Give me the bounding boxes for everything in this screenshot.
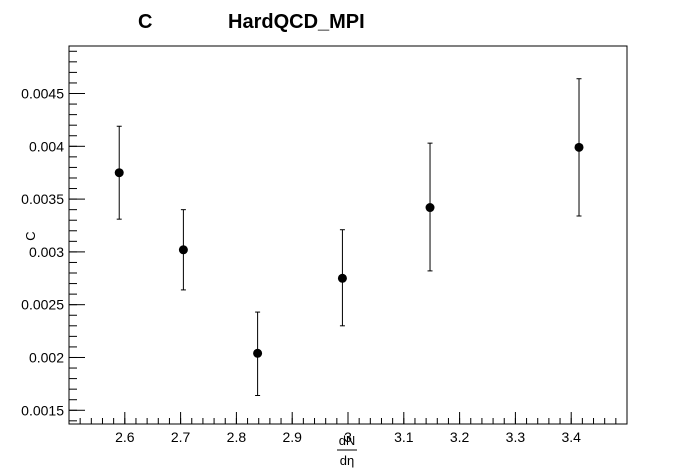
data-points: [114, 78, 584, 396]
x-tick-label: 3.2: [450, 429, 470, 445]
x-tick-label: 3.4: [561, 429, 581, 445]
x-axis-label-denominator: dη: [340, 453, 354, 468]
x-axis-label: dN dη: [337, 433, 357, 468]
data-point-group: [114, 125, 124, 220]
data-point-group: [253, 311, 263, 396]
data-point: [425, 203, 435, 213]
data-point: [574, 142, 584, 152]
x-tick-label: 2.6: [115, 429, 135, 445]
x-tick-label: 3.1: [394, 429, 414, 445]
y-tick-label: 0.0015: [21, 402, 64, 418]
x-tick-label: 3.3: [506, 429, 526, 445]
x-tick-label: 2.7: [171, 429, 191, 445]
x-axis-label-numerator: dN: [339, 433, 356, 448]
chart-title-left: C: [138, 11, 152, 33]
data-point: [253, 348, 263, 358]
data-point-group: [337, 229, 347, 327]
chart-title-right: HardQCD_MPI: [228, 11, 365, 33]
x-tick-label: 2.9: [282, 429, 302, 445]
data-point-group: [425, 142, 435, 272]
y-axis-label: C: [23, 231, 38, 240]
data-point: [337, 273, 347, 283]
x-axis: 2.6 2.7 2.8 2.9 3 3.1 3.2 3.3 3.4: [68, 412, 628, 445]
data-point-group: [178, 209, 188, 291]
y-tick-label: 0.0025: [21, 297, 64, 313]
y-axis: 0.0015 0.002 0.0025 0.003 0.0035 0.004 0.0045: [21, 50, 85, 422]
y-tick-label: 0.0045: [21, 86, 64, 102]
y-tick-label: 0.0035: [21, 191, 64, 207]
x-tick-label: 3: [344, 429, 352, 445]
y-tick-label: 0.002: [29, 349, 64, 365]
x-tick-label: 2.8: [227, 429, 247, 445]
y-tick-label: 0.004: [29, 138, 64, 154]
y-tick-label: 0.003: [29, 244, 64, 260]
data-point-group: [574, 78, 584, 217]
data-point: [114, 168, 124, 178]
data-point: [178, 245, 188, 255]
plot-frame: [68, 45, 628, 425]
